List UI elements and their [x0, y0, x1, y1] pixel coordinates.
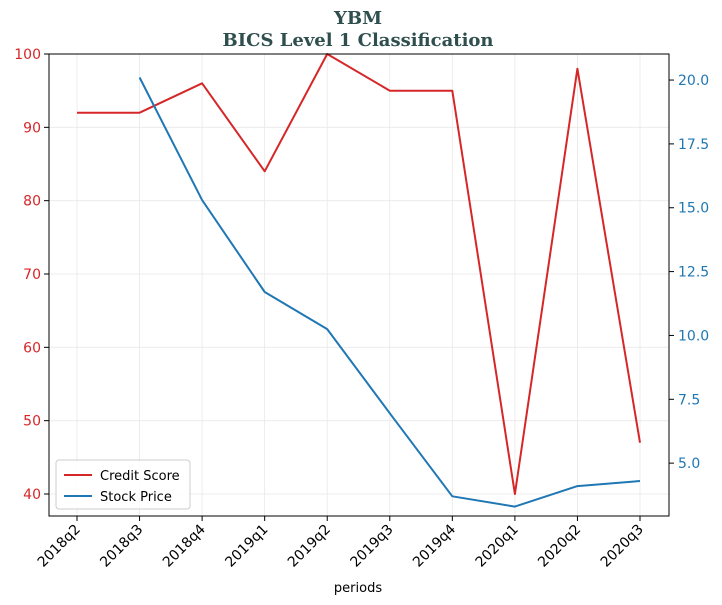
right-tick-label: 17.5 [678, 137, 709, 153]
plot-frame [48, 53, 670, 517]
x-tick-label: 2020q1 [473, 522, 522, 571]
x-axis-label: periods [334, 581, 382, 596]
right-y-axis: 5.0 7.5 10.0 12.5 15.0 17.5 20.0 [669, 73, 709, 472]
left-tick-label: 100 [14, 47, 41, 63]
legend-credit-score-label: Credit Score [100, 469, 180, 484]
stock-price-line [138, 77, 641, 508]
x-tick-label: 2020q3 [598, 522, 647, 571]
x-tick-label: 2018q2 [35, 522, 84, 571]
left-tick-label: 40 [23, 487, 41, 503]
left-tick-label: 60 [23, 340, 41, 356]
legend-stock-price-label: Stock Price [100, 490, 172, 505]
left-y-axis: 40 50 60 70 80 90 100 [14, 47, 49, 503]
chart-subtitle: BICS Level 1 Classification [222, 30, 493, 51]
x-tick-label: 2019q4 [410, 521, 459, 570]
x-tick-label: 2018q3 [97, 522, 146, 571]
left-tick-label: 70 [23, 267, 41, 283]
x-tick-label: 2019q3 [348, 522, 397, 571]
right-tick-label: 10.0 [678, 328, 709, 344]
grid-lines [49, 53, 669, 516]
right-tick-label: 20.0 [678, 73, 709, 89]
x-axis: 2018q2 2018q3 2018q4 2019q1 2019q2 2019q3 2019… [35, 516, 647, 571]
right-tick-label: 7.5 [678, 392, 700, 408]
series-layer [77, 53, 641, 508]
legend: Credit Score Stock Price [55, 459, 191, 510]
right-tick-label: 5.0 [678, 456, 700, 472]
chart-title: YBM [333, 8, 382, 29]
credit-score-line [77, 53, 641, 495]
left-tick-label: 50 [23, 414, 41, 430]
x-tick-label: 2018q4 [160, 521, 209, 570]
left-tick-label: 80 [23, 194, 41, 210]
left-tick-label: 90 [23, 120, 41, 136]
x-tick-label: 2019q1 [222, 522, 271, 571]
right-tick-label: 15.0 [678, 201, 709, 217]
x-tick-label: 2020q2 [535, 522, 584, 571]
x-tick-label: 2019q2 [285, 522, 334, 571]
right-tick-label: 12.5 [678, 265, 709, 281]
